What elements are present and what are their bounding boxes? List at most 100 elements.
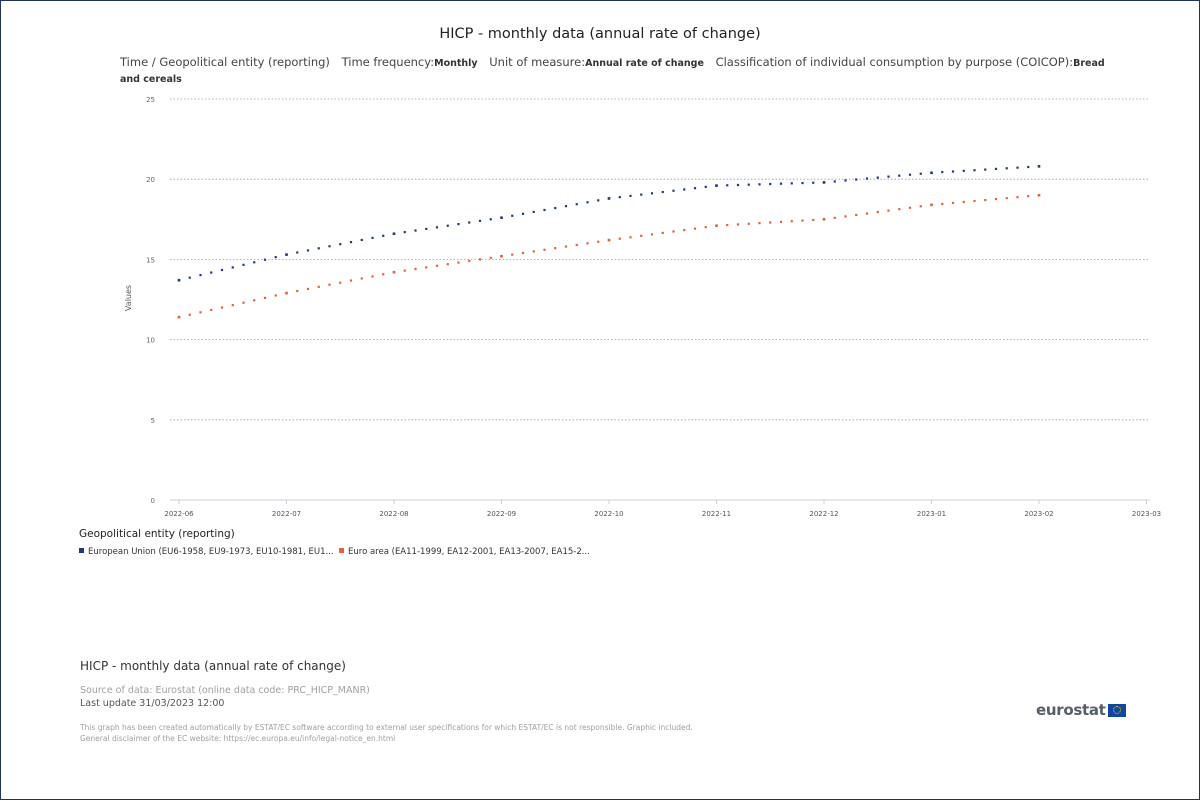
data-point[interactable] — [607, 238, 611, 242]
series-dot — [779, 220, 783, 223]
series-dot — [941, 171, 944, 174]
series-dot — [478, 258, 482, 261]
data-point[interactable] — [392, 270, 396, 274]
series-dot — [489, 218, 492, 221]
series-dot — [532, 210, 535, 214]
series-dot — [908, 173, 912, 176]
series-dot — [833, 216, 836, 219]
series-dot — [704, 226, 707, 229]
series-dot — [564, 245, 568, 248]
series-dot — [758, 222, 761, 225]
series-dot — [360, 277, 363, 280]
series-dot — [1027, 195, 1030, 198]
series-dot — [736, 183, 740, 187]
data-point[interactable] — [822, 181, 826, 184]
series-dot — [726, 184, 729, 187]
series-dot — [242, 263, 245, 266]
series-dot — [199, 311, 202, 314]
legend-item-eu[interactable]: European Union (EU6-1958, EU9-1973, EU10… — [79, 547, 334, 557]
series-dot — [521, 212, 525, 215]
legend-swatch-ea — [339, 548, 344, 553]
series-dot — [575, 243, 578, 247]
series-dot — [597, 240, 600, 243]
data-point[interactable] — [285, 291, 288, 295]
series-dot — [403, 269, 406, 272]
series-dot — [446, 263, 449, 266]
series-dot — [693, 227, 697, 230]
series-dot — [629, 194, 632, 197]
series-0 — [177, 165, 1041, 282]
series-dot — [435, 264, 439, 267]
series-dot — [457, 261, 460, 264]
series-dot — [984, 168, 987, 171]
series-dot — [543, 208, 546, 212]
series-dot — [360, 238, 363, 242]
series-dot — [339, 243, 342, 246]
data-point[interactable] — [607, 197, 611, 200]
y-tick-label: 20 — [146, 176, 155, 184]
x-tick-label: 2022-09 — [487, 510, 516, 518]
eurostat-logo-text: eurostat — [1036, 701, 1106, 719]
series-dot — [586, 201, 589, 204]
series-dot — [543, 248, 546, 251]
series-dot — [629, 236, 632, 239]
subtitle-classification-label: Classification of individual consumption… — [715, 55, 1074, 69]
series-dot — [844, 179, 847, 182]
series-dot — [511, 214, 514, 217]
series-dot — [371, 275, 374, 278]
series-dot — [554, 206, 557, 210]
series-dot — [994, 197, 998, 201]
data-point[interactable] — [1037, 165, 1041, 168]
data-point[interactable] — [177, 278, 181, 282]
footer-title: HICP - monthly data (annual rate of chan… — [80, 659, 346, 673]
series-dot — [263, 258, 267, 261]
data-point[interactable] — [930, 171, 933, 175]
series-dot — [693, 187, 697, 190]
footer-disclaimer: This graph has been created automaticall… — [80, 722, 693, 744]
series-dot — [1016, 166, 1019, 169]
subtitle-classification-value: Bread and cereals — [120, 58, 1105, 85]
subtitle-frequency-label: Time frequency: — [341, 55, 435, 69]
series-dot — [758, 183, 761, 186]
series-dot — [876, 176, 879, 179]
series-dot — [575, 203, 578, 206]
series-dot — [317, 247, 320, 250]
legend-label-ea: Euro area (EA11-1999, EA12-2001, EA13-20… — [348, 547, 590, 557]
series-dot — [790, 182, 793, 185]
data-point[interactable] — [500, 254, 503, 258]
series-dot — [951, 201, 955, 205]
series-dot — [736, 223, 740, 226]
series-dot — [661, 231, 664, 235]
series-dot — [414, 267, 417, 271]
series-dot — [683, 188, 686, 191]
series-dot — [457, 223, 460, 226]
footer-disclaimer-line-2: General disclaimer of the EC website: ht… — [80, 734, 396, 743]
x-tick-label: 2022-07 — [272, 510, 301, 518]
data-point[interactable] — [177, 315, 181, 319]
series-dot — [446, 224, 449, 227]
series-dot — [908, 206, 912, 209]
y-tick-label: 15 — [146, 256, 155, 264]
data-point[interactable] — [930, 203, 933, 207]
legend-item-ea[interactable]: Euro area (EA11-1999, EA12-2001, EA13-20… — [339, 547, 590, 557]
data-point[interactable] — [822, 218, 826, 221]
footer-source: Source of data: Eurostat (online data co… — [80, 685, 370, 696]
x-tick-label: 2023-01 — [917, 510, 946, 518]
data-point[interactable] — [285, 253, 288, 256]
data-point[interactable] — [715, 184, 718, 187]
legend-label-eu: European Union (EU6-1958, EU9-1973, EU10… — [88, 547, 334, 557]
data-point[interactable] — [500, 216, 503, 219]
series-dot — [973, 169, 976, 172]
data-point[interactable] — [715, 224, 718, 228]
y-axis-label: Values — [124, 285, 133, 311]
series-dot — [779, 182, 783, 185]
data-point[interactable] — [1037, 193, 1041, 197]
eu-flag-icon — [1107, 703, 1126, 717]
series-dot — [661, 190, 664, 194]
series-dot — [306, 287, 310, 291]
data-point[interactable] — [392, 232, 396, 236]
series-dot — [650, 233, 654, 236]
eurostat-logo[interactable]: eurostat — [1036, 701, 1126, 719]
series-dot — [511, 253, 514, 256]
series-dot — [349, 240, 353, 244]
